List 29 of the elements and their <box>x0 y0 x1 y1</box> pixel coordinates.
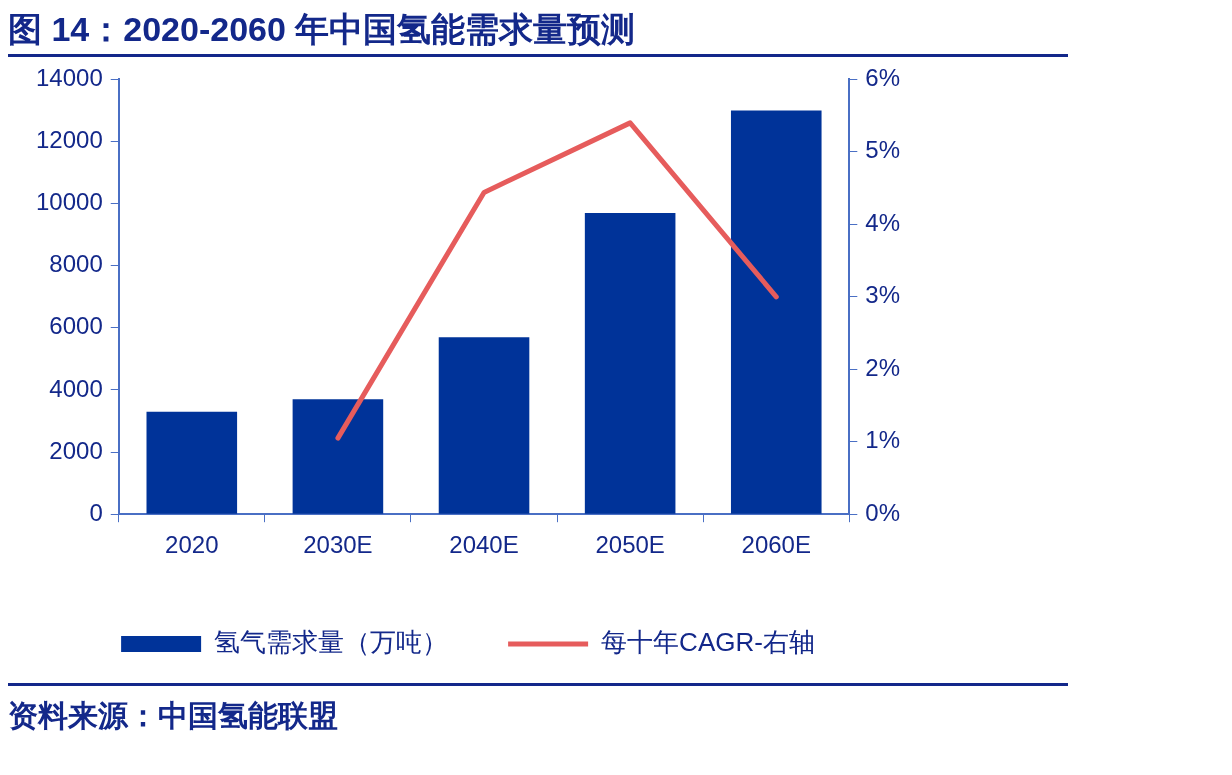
chart-title: 图 14：2020-2060 年中国氢能需求量预测 <box>8 8 1068 57</box>
y2-tick-label: 4% <box>865 208 900 236</box>
y2-tick-label: 2% <box>865 353 900 381</box>
bar <box>584 212 676 514</box>
y2-tick-label: 0% <box>865 498 900 526</box>
y-tick-label: 12000 <box>35 126 103 154</box>
bar <box>730 110 822 514</box>
legend-label: 每十年CAGR-右轴 <box>601 627 815 658</box>
legend-label: 氢气需求量（万吨） <box>214 627 449 658</box>
y-tick-label: 4000 <box>49 374 103 402</box>
bar <box>438 337 530 514</box>
x-tick-label: 2030E <box>303 531 373 559</box>
x-tick-label: 2020 <box>165 531 219 559</box>
y-tick-label: 2000 <box>49 436 103 464</box>
text: 资料来源：中国氢能联盟 <box>8 683 1068 737</box>
y-tick-label: 14000 <box>35 64 103 92</box>
y2-tick-label: 3% <box>865 281 900 309</box>
bar <box>146 411 238 514</box>
y-tick-label: 10000 <box>35 188 103 216</box>
y2-tick-label: 1% <box>865 426 900 454</box>
x-tick-label: 2060E <box>741 531 811 559</box>
y2-tick-label: 6% <box>865 64 900 92</box>
bar <box>292 399 384 514</box>
y-tick-label: 8000 <box>49 250 103 278</box>
x-tick-label: 2040E <box>449 531 519 559</box>
y-tick-label: 6000 <box>49 312 103 340</box>
y2-tick-label: 5% <box>865 136 900 164</box>
x-tick-label: 2050E <box>595 531 665 559</box>
y-tick-label: 0 <box>89 498 103 526</box>
